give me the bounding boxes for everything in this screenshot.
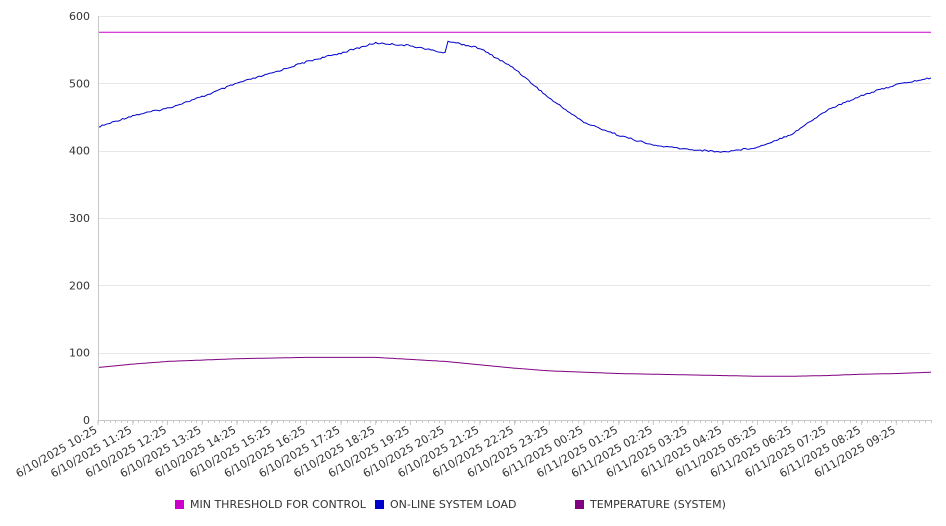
legend-label: ON-LINE SYSTEM LOAD bbox=[390, 498, 517, 511]
gridlines bbox=[98, 16, 931, 354]
legend-swatch bbox=[175, 500, 184, 509]
series-line-temperature-system bbox=[97, 356, 932, 377]
y-tick-label: 100 bbox=[69, 347, 90, 360]
axes bbox=[97, 16, 932, 425]
series-layer bbox=[97, 31, 932, 377]
legend-label: TEMPERATURE (SYSTEM) bbox=[590, 498, 726, 511]
legend-label: MIN THRESHOLD FOR CONTROL bbox=[190, 498, 366, 511]
legend-swatch bbox=[575, 500, 584, 509]
y-tick-label: 0 bbox=[83, 414, 90, 427]
legend-item-temperature[interactable]: TEMPERATURE (SYSTEM) bbox=[575, 498, 726, 511]
y-tick-label: 200 bbox=[69, 279, 90, 292]
y-tick-label: 500 bbox=[69, 77, 90, 90]
series-line-on-line-system-load bbox=[97, 40, 932, 153]
legend-item-system-load[interactable]: ON-LINE SYSTEM LOAD bbox=[375, 498, 516, 511]
legend: MIN THRESHOLD FOR CONTROL ON-LINE SYSTEM… bbox=[0, 498, 946, 514]
y-tick-label: 300 bbox=[69, 212, 90, 225]
y-tick-label: 400 bbox=[69, 145, 90, 158]
legend-swatch bbox=[375, 500, 384, 509]
x-tick-labels: 6/10/2025 10:256/10/2025 11:256/10/2025 … bbox=[14, 423, 898, 480]
y-tick-label: 600 bbox=[69, 10, 90, 23]
y-tick-labels: 0 100 200 300 400 500 600 bbox=[69, 10, 90, 427]
legend-item-min-threshold[interactable]: MIN THRESHOLD FOR CONTROL bbox=[175, 498, 366, 511]
